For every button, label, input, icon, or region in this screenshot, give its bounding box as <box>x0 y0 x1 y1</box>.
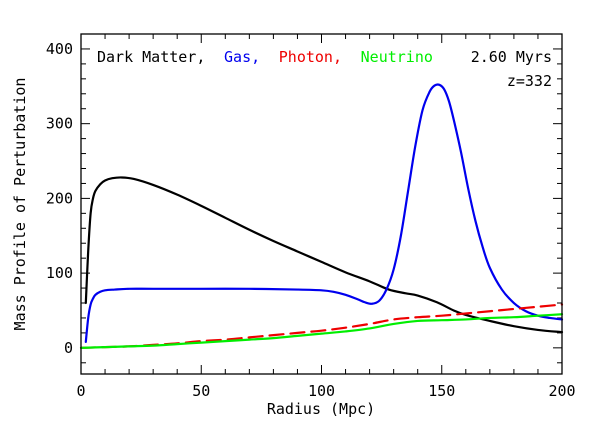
y-tick-label: 400 <box>46 40 73 58</box>
y-tick-label: 300 <box>46 115 73 133</box>
plot-frame <box>80 33 563 375</box>
legend-entry-gas: Gas, <box>224 48 260 66</box>
legend-entry-photon: Photon, <box>279 48 342 66</box>
y-tick-label: 200 <box>46 189 73 207</box>
x-tick-label: 150 <box>428 382 455 400</box>
axis-ticks: 0 50 100 150 200 0 100 200 300 400 <box>46 33 576 400</box>
series-line-dark-matter <box>84 176 564 334</box>
legend: Dark Matter, Gas, Photon, Neutrino <box>97 47 433 66</box>
y-axis-title: Mass Profile of Perturbation <box>11 78 29 331</box>
time-annotation: 2.60 Myrs <box>471 48 552 66</box>
legend-entry-dark-matter: Dark Matter, <box>97 48 205 66</box>
legend-entry-neutrino: Neutrino <box>361 48 433 66</box>
series-line-neutrino <box>79 313 564 349</box>
y-tick-label: 100 <box>46 264 73 282</box>
series-line-photon <box>79 303 564 349</box>
x-tick-label: 50 <box>192 382 210 400</box>
x-tick-label: 200 <box>548 382 575 400</box>
plot-series <box>79 83 564 349</box>
x-tick-label: 0 <box>76 382 85 400</box>
x-tick-label: 100 <box>308 382 335 400</box>
series-line-gas <box>84 83 564 343</box>
x-axis-title: Radius (Mpc) <box>267 400 375 418</box>
redshift-annotation: z=332 <box>507 72 552 90</box>
y-tick-label: 0 <box>64 339 73 357</box>
